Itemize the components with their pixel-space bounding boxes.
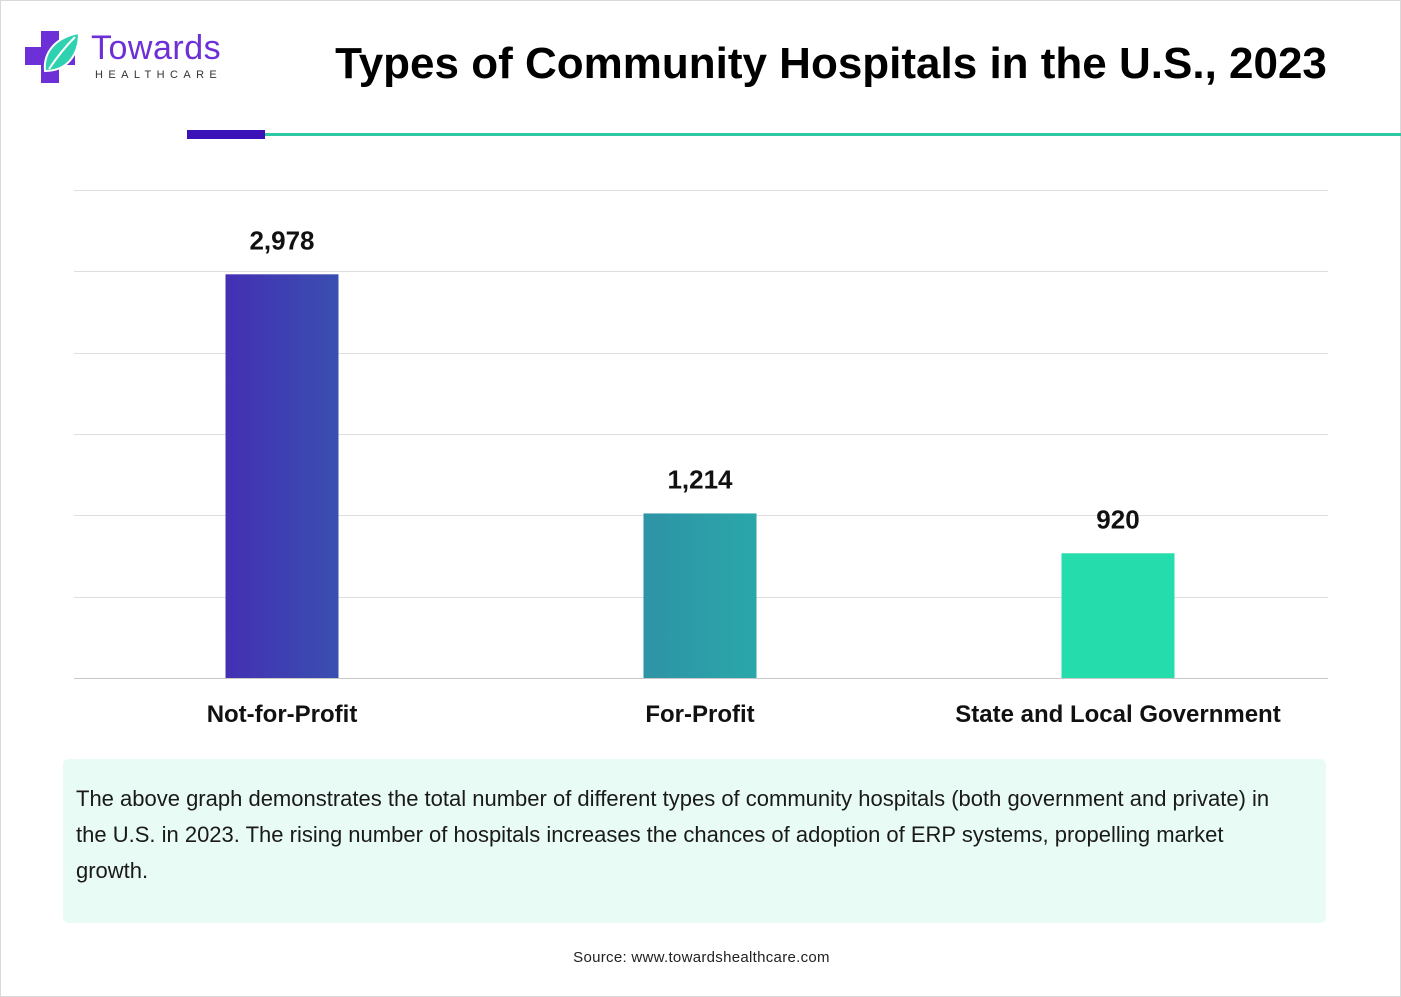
value-label: 1,214: [667, 464, 733, 494]
bar-state-and-local-government: [1061, 553, 1175, 678]
value-label: 920: [1096, 504, 1139, 534]
category-label: For-Profit: [645, 701, 754, 728]
category-label: State and Local Government: [955, 701, 1280, 728]
title-underline: [265, 133, 1401, 136]
value-label: 2,978: [249, 225, 314, 255]
medical-cross-leaf-icon: [25, 31, 81, 83]
bars: [225, 274, 1175, 678]
description-text: The above graph demonstrates the total n…: [76, 786, 1270, 883]
category-labels: Not-for-Profit For-Profit State and Local …: [207, 701, 1281, 728]
bar-chart: 2,978 1,214 920 Not-for-Profit For-Profit St…: [74, 190, 1328, 728]
brand-tagline: HEALTHCARE: [95, 69, 223, 81]
value-labels: 2,978 1,214 920: [249, 225, 1139, 534]
title-underline-accent: [187, 130, 265, 139]
category-label: Not-for-Profit: [207, 701, 358, 728]
chart-title: Types of Community Hospitals in the U.S.…: [335, 39, 1327, 88]
brand-logo: Towards HEALTHCARE: [23, 27, 253, 89]
description-box: The above graph demonstrates the total n…: [63, 759, 1326, 923]
brand-name: Towards: [91, 29, 222, 67]
bar-for-profit: [643, 513, 757, 678]
bar-not-for-profit: [225, 274, 339, 678]
source-note: Source: www.towardshealthcare.com: [573, 949, 830, 966]
